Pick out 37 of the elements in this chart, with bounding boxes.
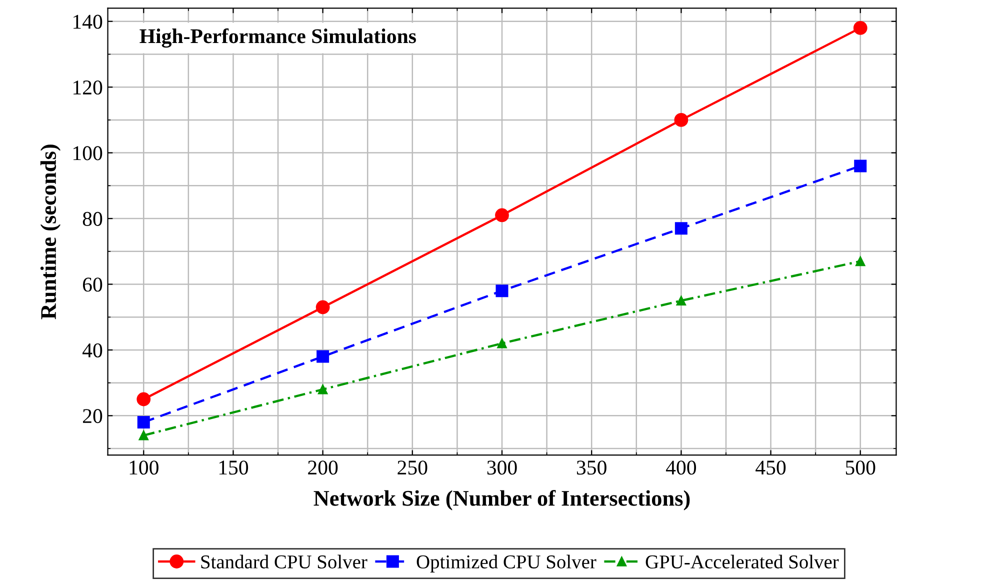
x-tick-label: 250 bbox=[398, 460, 428, 475]
x-tick-label: 300 bbox=[487, 460, 517, 475]
x-tick-label: 500 bbox=[846, 460, 876, 475]
y-tick-label: 80 bbox=[82, 212, 102, 226]
point bbox=[676, 296, 686, 306]
x-tick-label: 400 bbox=[666, 460, 696, 475]
legend-label: GPU-Accelerated Solver bbox=[646, 554, 839, 568]
point bbox=[497, 338, 507, 348]
point bbox=[136, 392, 151, 406]
point bbox=[138, 430, 148, 440]
point bbox=[674, 113, 688, 127]
y-tick-label: 40 bbox=[82, 343, 102, 358]
x-tick-label: 200 bbox=[308, 460, 338, 475]
text: High-Performance Simulations bbox=[140, 28, 416, 48]
y-axis-title: Runtime (seconds) bbox=[40, 144, 61, 320]
point bbox=[853, 21, 868, 35]
y-tick-label: 140 bbox=[74, 14, 102, 29]
point bbox=[496, 284, 508, 298]
y-tick-label: 120 bbox=[74, 80, 102, 95]
y-tick-label: 60 bbox=[82, 278, 102, 292]
point bbox=[316, 350, 330, 363]
point bbox=[856, 256, 866, 266]
point bbox=[137, 416, 150, 429]
point bbox=[318, 384, 328, 394]
legend-label: Optimized CPU Solver bbox=[416, 554, 596, 572]
x-tick-label: 450 bbox=[756, 460, 786, 475]
point bbox=[495, 208, 509, 222]
y-tick-label: 20 bbox=[83, 409, 102, 424]
x-tick-label: 350 bbox=[576, 460, 606, 475]
point bbox=[854, 160, 867, 172]
legend-label: Standard CPU Solver bbox=[201, 554, 368, 568]
x-tick-label: 100 bbox=[130, 460, 158, 475]
point bbox=[316, 300, 330, 314]
x-axis-title: Network Size (Number of Intersections) bbox=[314, 490, 690, 510]
point bbox=[674, 222, 688, 235]
x-tick-label: 150 bbox=[219, 460, 248, 475]
y-tick-label: 100 bbox=[74, 146, 102, 160]
